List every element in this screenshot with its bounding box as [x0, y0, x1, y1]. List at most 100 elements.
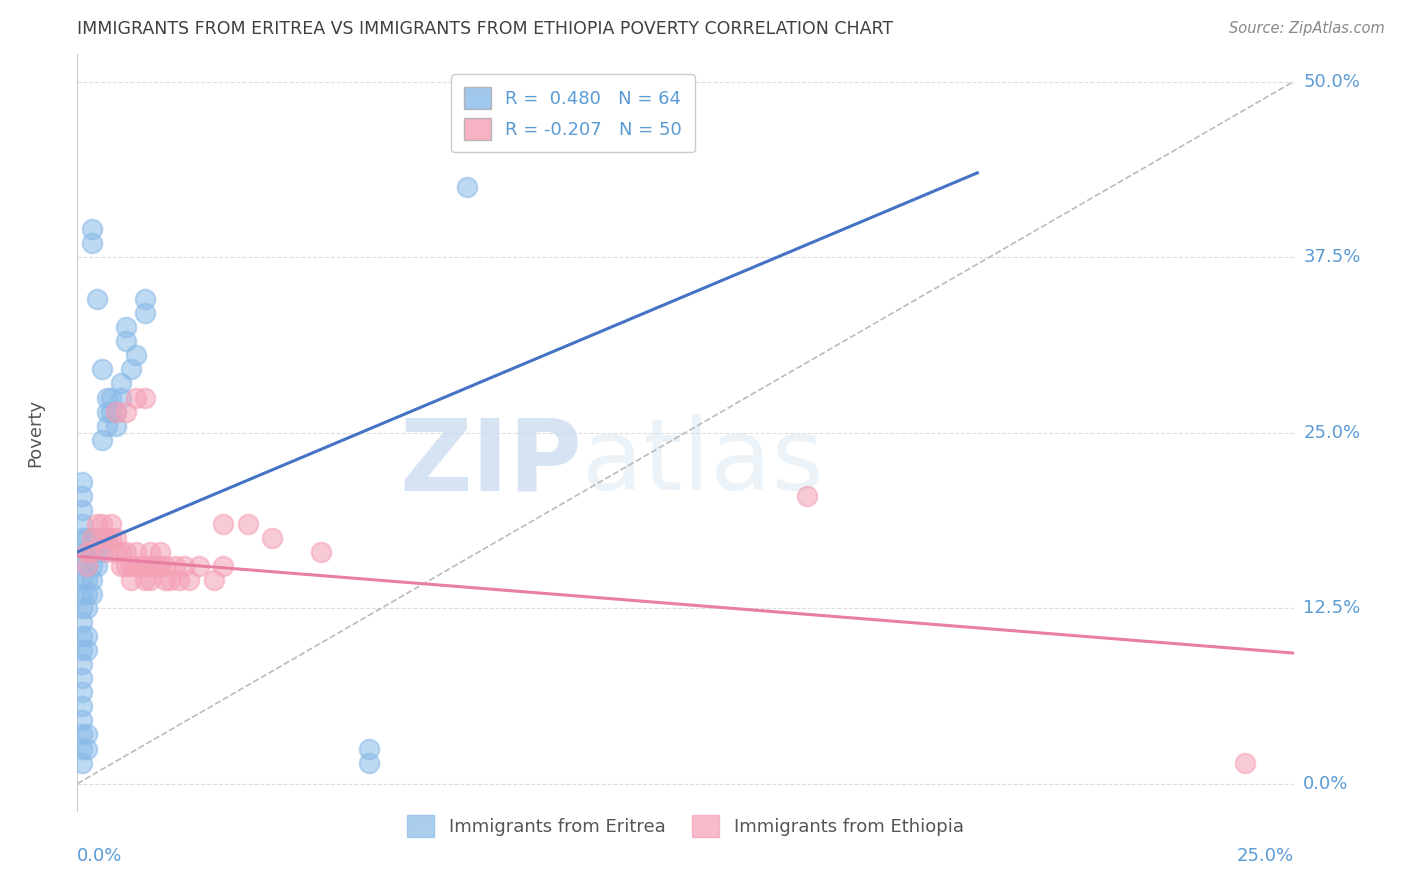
Point	[110, 376, 132, 391]
Point	[309, 545, 332, 559]
Point	[70, 573, 93, 587]
Point	[105, 418, 128, 433]
Point	[70, 475, 93, 489]
Text: 50.0%: 50.0%	[1303, 72, 1360, 91]
Point	[139, 545, 162, 559]
Point	[76, 531, 98, 545]
Point	[153, 573, 176, 587]
Point	[76, 559, 98, 574]
Point	[70, 756, 93, 770]
Point	[96, 404, 118, 418]
Point	[70, 601, 93, 615]
Point	[86, 545, 108, 559]
Point	[80, 531, 103, 545]
Point	[159, 573, 181, 587]
Point	[80, 222, 103, 236]
Point	[86, 292, 108, 306]
Point	[115, 559, 138, 574]
Text: Poverty: Poverty	[25, 399, 44, 467]
Legend: Immigrants from Eritrea, Immigrants from Ethiopia: Immigrants from Eritrea, Immigrants from…	[399, 808, 972, 845]
Point	[134, 306, 156, 320]
Point	[86, 516, 108, 531]
Point	[100, 516, 122, 531]
Point	[90, 531, 112, 545]
Point	[80, 559, 103, 574]
Point	[796, 489, 818, 503]
Point	[80, 545, 103, 559]
Point	[359, 756, 381, 770]
Point	[110, 559, 132, 574]
Point	[70, 727, 93, 741]
Text: 0.0%: 0.0%	[1303, 774, 1348, 793]
Point	[86, 559, 108, 574]
Point	[188, 559, 211, 574]
Point	[110, 391, 132, 405]
Point	[236, 516, 259, 531]
Point	[100, 391, 122, 405]
Point	[153, 559, 176, 574]
Text: 25.0%: 25.0%	[1236, 847, 1294, 865]
Point	[163, 559, 186, 574]
Point	[173, 559, 195, 574]
Point	[70, 516, 93, 531]
Point	[76, 545, 98, 559]
Point	[70, 559, 93, 574]
Point	[134, 559, 156, 574]
Point	[76, 587, 98, 601]
Point	[129, 559, 152, 574]
Text: 25.0%: 25.0%	[1303, 424, 1361, 442]
Point	[125, 391, 148, 405]
Point	[100, 531, 122, 545]
Point	[179, 573, 201, 587]
Point	[80, 531, 103, 545]
Point	[90, 433, 112, 447]
Point	[96, 531, 118, 545]
Point	[125, 545, 148, 559]
Point	[143, 559, 166, 574]
Text: 37.5%: 37.5%	[1303, 248, 1361, 266]
Point	[70, 489, 93, 503]
Point	[125, 348, 148, 362]
Point	[456, 180, 478, 194]
Text: ZIP: ZIP	[399, 415, 582, 511]
Point	[70, 643, 93, 657]
Point	[90, 545, 112, 559]
Point	[90, 516, 112, 531]
Point	[70, 615, 93, 630]
Point	[80, 545, 103, 559]
Text: Source: ZipAtlas.com: Source: ZipAtlas.com	[1229, 21, 1385, 36]
Point	[70, 671, 93, 685]
Point	[90, 362, 112, 376]
Point	[359, 741, 381, 756]
Point	[1233, 756, 1256, 770]
Point	[139, 573, 162, 587]
Point	[70, 685, 93, 699]
Point	[105, 404, 128, 418]
Point	[96, 418, 118, 433]
Point	[70, 545, 93, 559]
Point	[90, 531, 112, 545]
Point	[70, 587, 93, 601]
Point	[105, 531, 128, 545]
Point	[96, 391, 118, 405]
Point	[105, 545, 128, 559]
Point	[212, 559, 235, 574]
Point	[149, 545, 172, 559]
Point	[76, 727, 98, 741]
Text: IMMIGRANTS FROM ERITREA VS IMMIGRANTS FROM ETHIOPIA POVERTY CORRELATION CHART: IMMIGRANTS FROM ERITREA VS IMMIGRANTS FR…	[77, 21, 893, 38]
Point	[76, 741, 98, 756]
Point	[70, 741, 93, 756]
Point	[125, 559, 148, 574]
Point	[115, 334, 138, 349]
Text: 12.5%: 12.5%	[1303, 599, 1361, 617]
Point	[110, 545, 132, 559]
Point	[120, 573, 142, 587]
Point	[169, 573, 191, 587]
Point	[80, 236, 103, 251]
Point	[212, 516, 235, 531]
Point	[76, 629, 98, 643]
Point	[134, 292, 156, 306]
Point	[80, 573, 103, 587]
Point	[115, 404, 138, 418]
Text: 0.0%: 0.0%	[77, 847, 122, 865]
